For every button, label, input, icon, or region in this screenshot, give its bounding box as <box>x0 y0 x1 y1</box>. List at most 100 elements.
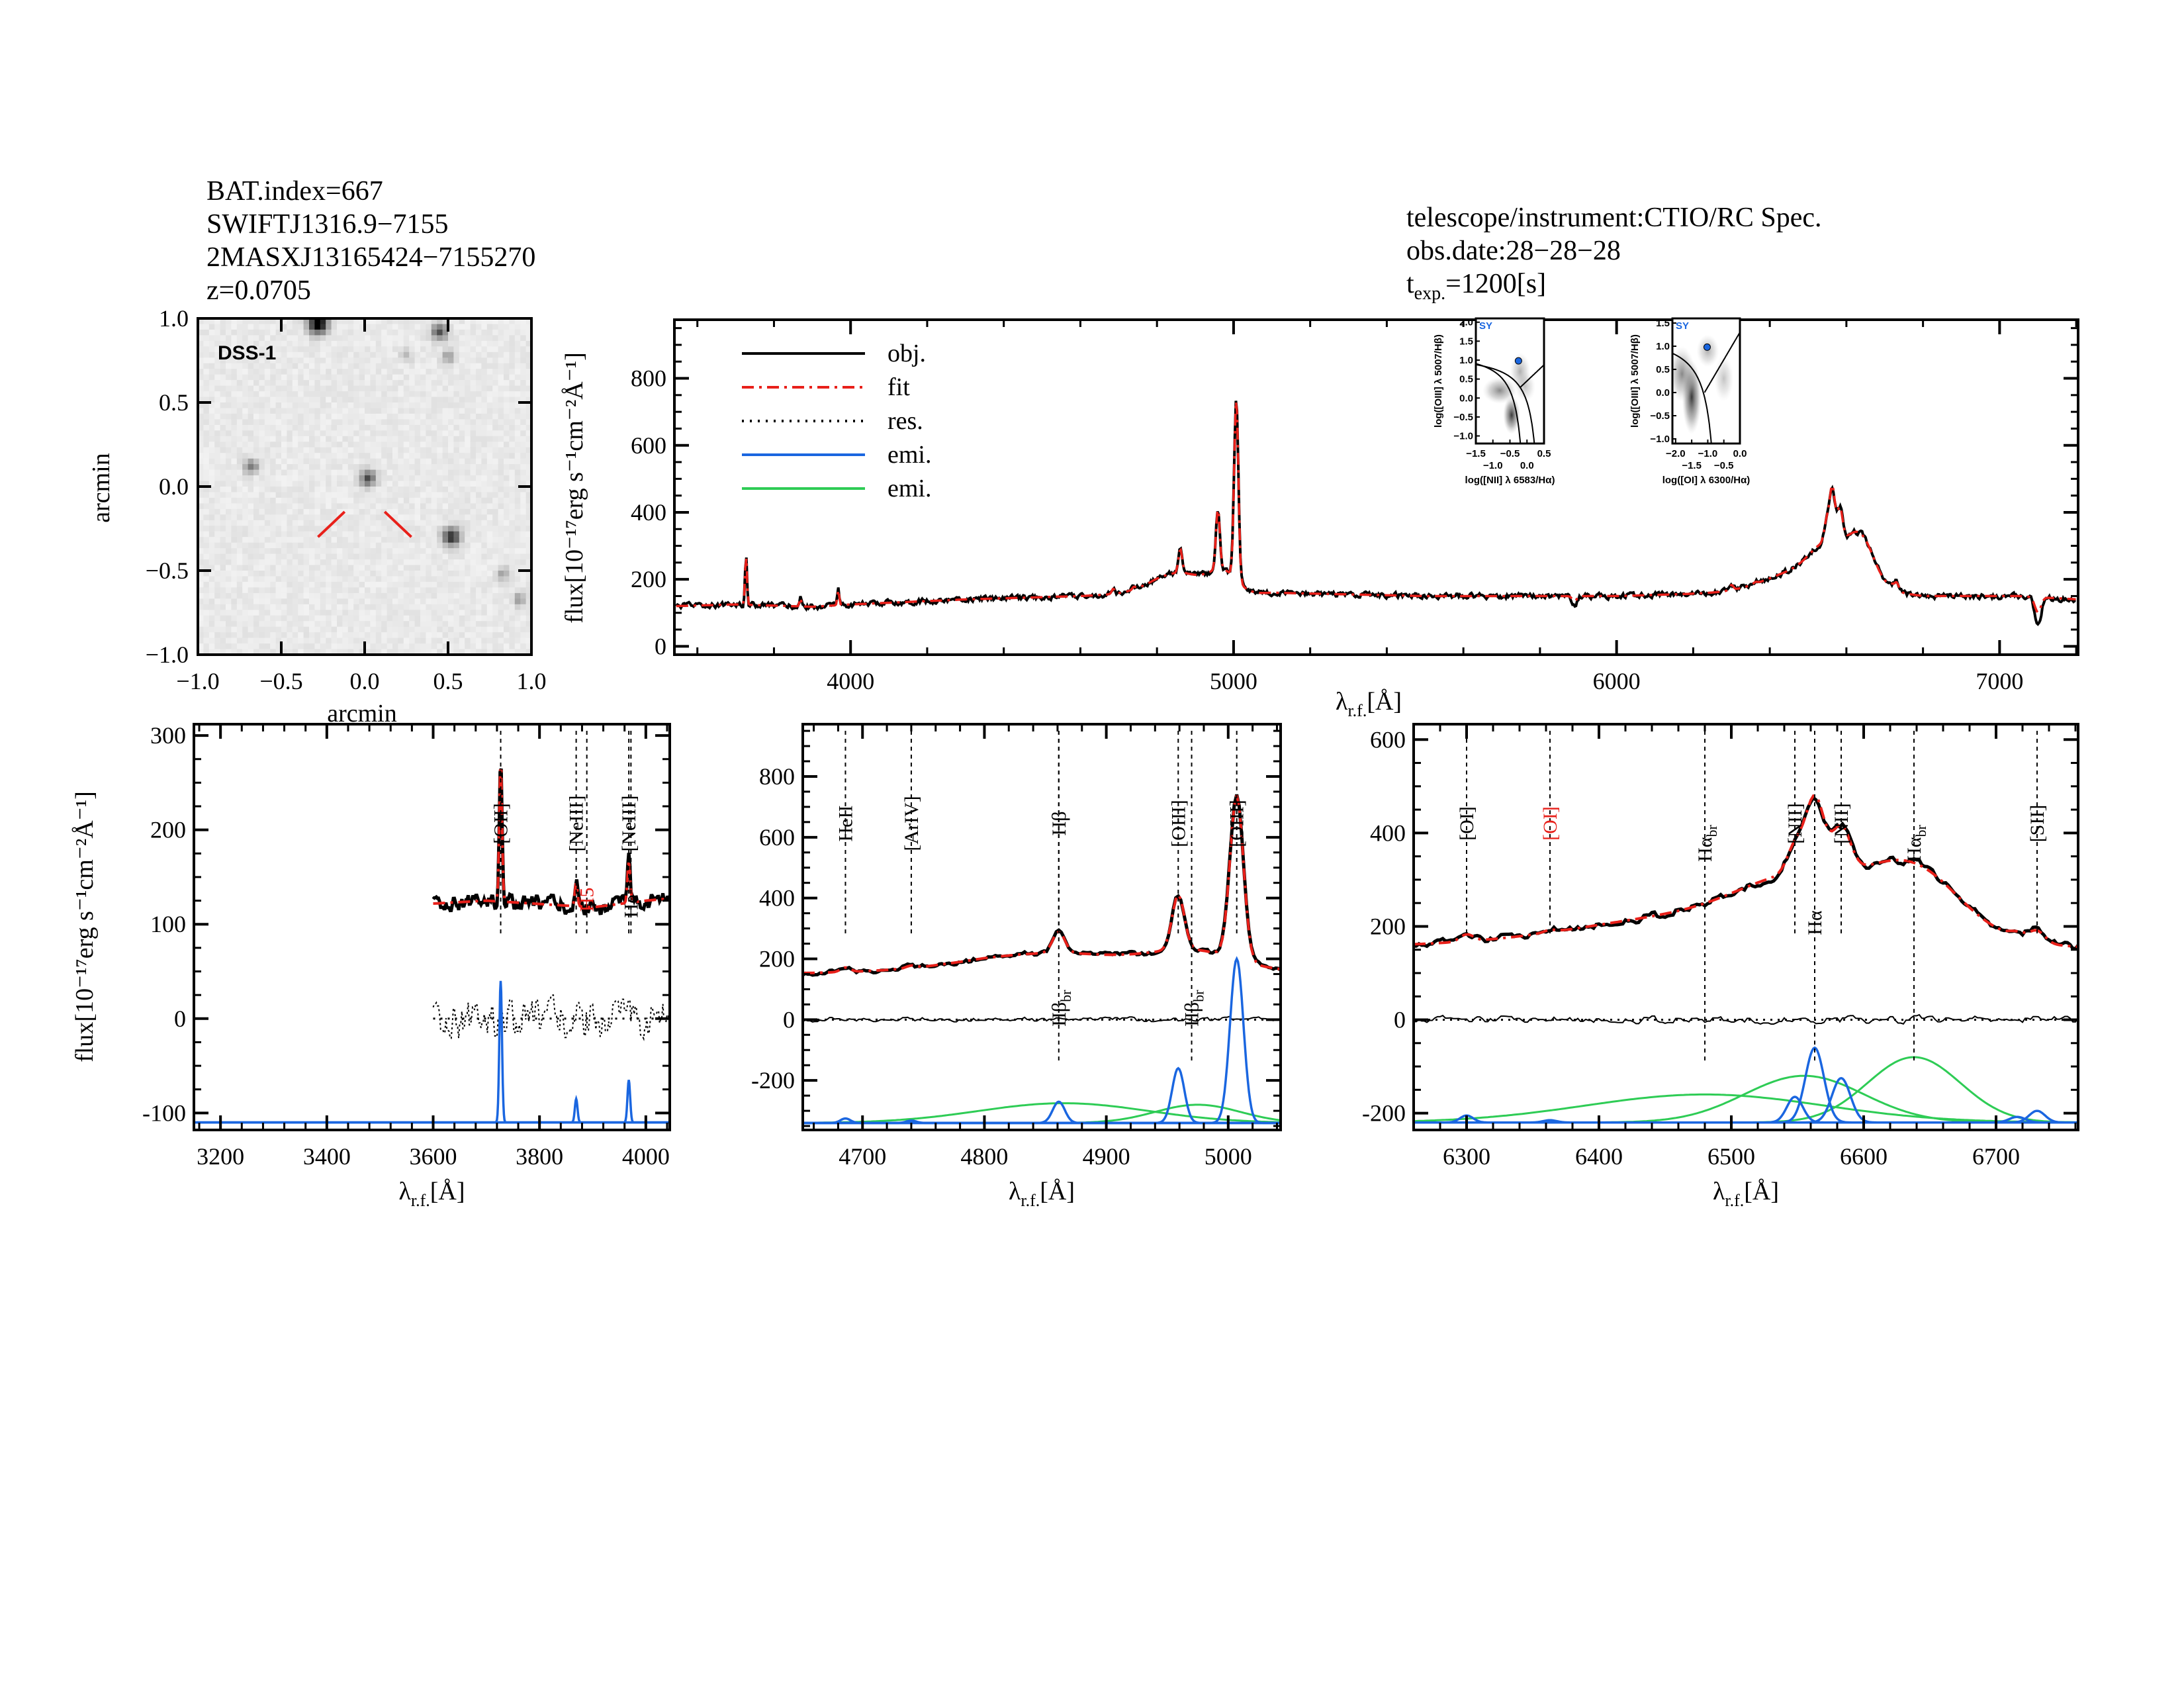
image-pixel <box>365 402 371 409</box>
image-pixel <box>275 402 282 409</box>
image-pixel <box>347 469 354 476</box>
image-pixel <box>448 526 454 532</box>
image-pixel <box>198 497 204 504</box>
image-pixel <box>481 553 488 560</box>
image-pixel <box>442 531 449 538</box>
image-pixel <box>504 369 510 375</box>
image-pixel <box>498 581 504 588</box>
image-pixel <box>509 335 516 342</box>
image-pixel <box>198 542 204 549</box>
image-pixel <box>242 542 249 549</box>
image-pixel <box>476 442 482 448</box>
image-pixel <box>347 453 354 459</box>
image-pixel <box>437 553 443 560</box>
image-pixel <box>514 632 521 639</box>
image-pixel <box>353 397 360 403</box>
image-pixel <box>504 442 510 448</box>
image-pixel <box>448 357 454 364</box>
image-pixel <box>331 497 338 504</box>
image-pixel <box>326 453 332 459</box>
image-pixel <box>309 592 315 599</box>
image-pixel <box>509 626 516 633</box>
y-axis-label: flux[10⁻¹⁷erg s⁻¹cm⁻²Å⁻¹] <box>561 352 588 624</box>
broad-line-label: Hα <box>1804 910 1826 935</box>
image-pixel <box>498 402 504 409</box>
image-pixel <box>481 571 488 577</box>
image-pixel <box>347 475 354 482</box>
image-pixel <box>242 508 249 515</box>
image-pixel <box>226 571 232 577</box>
image-pixel <box>248 626 254 633</box>
image-pixel <box>431 576 437 583</box>
image-pixel <box>231 369 238 375</box>
x-label-lambda: λ <box>1713 1178 1725 1205</box>
image-pixel <box>509 497 516 504</box>
x-tick-label: 6300 <box>1443 1143 1490 1170</box>
image-pixel <box>486 571 493 577</box>
image-pixel <box>520 436 527 442</box>
line-label: [OIII] <box>1167 800 1189 847</box>
image-pixel <box>320 363 326 369</box>
image-pixel <box>236 352 243 358</box>
image-pixel <box>387 408 393 414</box>
image-pixel <box>264 548 271 555</box>
image-pixel <box>314 643 321 650</box>
image-pixel <box>525 352 532 358</box>
image-pixel <box>403 520 410 526</box>
image-pixel <box>347 380 354 387</box>
image-pixel <box>525 340 532 347</box>
image-pixel <box>459 559 465 566</box>
image-pixel <box>337 324 343 330</box>
image-pixel <box>347 458 354 465</box>
image-pixel <box>220 581 226 588</box>
image-pixel <box>509 571 516 577</box>
image-pixel <box>309 610 315 616</box>
image-pixel <box>236 508 243 515</box>
image-pixel <box>520 592 527 599</box>
image-pixel <box>514 559 521 566</box>
image-pixel <box>481 346 488 353</box>
image-pixel <box>303 458 310 465</box>
image-pixel <box>525 447 532 453</box>
image-pixel <box>520 487 527 493</box>
image-pixel <box>426 559 432 566</box>
image-pixel <box>470 587 477 594</box>
y-tick-label: 100 <box>150 911 186 937</box>
image-pixel <box>392 442 398 448</box>
image-pixel <box>208 385 215 392</box>
image-pixel <box>459 649 465 655</box>
image-pixel <box>481 352 488 358</box>
image-pixel <box>226 610 232 616</box>
image-pixel <box>198 553 204 560</box>
image-pixel <box>470 626 477 633</box>
image-pixel <box>264 408 271 414</box>
x-tick-label: −1.0 <box>1483 460 1503 471</box>
image-pixel <box>270 598 277 605</box>
image-pixel <box>214 559 221 566</box>
image-pixel <box>426 526 432 532</box>
image-pixel <box>337 508 343 515</box>
image-pixel <box>314 508 321 515</box>
image-pixel <box>514 447 521 453</box>
image-pixel <box>442 610 449 616</box>
image-pixel <box>520 453 527 459</box>
image-pixel <box>275 346 282 353</box>
image-pixel <box>236 453 243 459</box>
image-pixel <box>414 419 421 426</box>
image-pixel <box>281 649 287 655</box>
image-pixel <box>242 369 249 375</box>
image-pixel <box>220 542 226 549</box>
image-pixel <box>398 520 404 526</box>
image-pixel <box>198 526 204 532</box>
image-pixel <box>453 581 460 588</box>
image-pixel <box>448 475 454 482</box>
image-pixel <box>403 391 410 398</box>
image-pixel <box>231 487 238 493</box>
image-pixel <box>453 592 460 599</box>
image-pixel <box>198 397 204 403</box>
image-pixel <box>292 340 298 347</box>
image-pixel <box>514 357 521 364</box>
image-pixel <box>220 475 226 482</box>
image-pixel <box>331 324 338 330</box>
image-pixel <box>437 419 443 426</box>
